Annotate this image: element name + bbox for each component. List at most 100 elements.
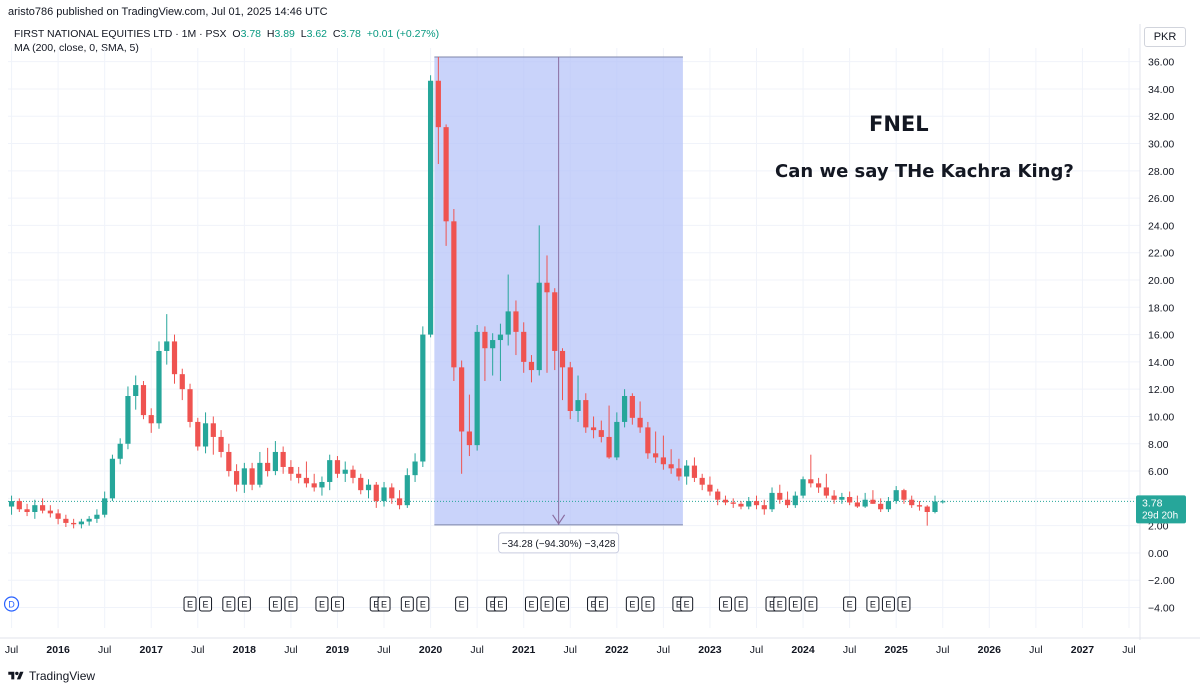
candle-body: [753, 501, 760, 506]
symbol-legend: FIRST NATIONAL EQUITIES LTD · 1M · PSX O…: [14, 27, 439, 55]
candle-body: [676, 468, 682, 477]
candle-body: [559, 350, 566, 368]
candle-body: [272, 451, 278, 472]
candle-body: [924, 506, 930, 512]
x-tick-label: 2023: [698, 644, 722, 656]
x-tick-label: Jul: [750, 644, 763, 656]
candle-body: [606, 436, 612, 458]
x-tick-label: Jul: [1122, 644, 1135, 656]
candle-body: [482, 331, 488, 349]
candle-body: [412, 461, 418, 476]
candle-body: [39, 505, 46, 511]
candle-body: [257, 462, 263, 485]
candle-body: [854, 502, 860, 507]
candle-body: [722, 499, 729, 503]
earnings-event-icon: [556, 596, 570, 612]
candle-body: [575, 400, 581, 412]
published-header: aristo786 published on TradingView.com, …: [0, 0, 1200, 24]
event-letter: E: [598, 600, 604, 610]
earnings-event-icon: [377, 596, 391, 612]
candle-body: [140, 385, 147, 416]
candle-body: [117, 443, 123, 459]
measure-label: −34.28 (−94.30%) −3,428: [502, 539, 616, 550]
earnings-event-icon: [718, 596, 732, 612]
candle-body: [8, 501, 15, 507]
open-label: O: [232, 28, 241, 40]
event-letter: E: [847, 600, 853, 610]
y-tick-label: 22.00: [1148, 248, 1174, 260]
candle-body: [831, 495, 837, 500]
candle-body: [358, 477, 364, 491]
y-tick-label: 24.00: [1148, 220, 1174, 232]
candle-body: [404, 475, 410, 506]
symbol-name[interactable]: FIRST NATIONAL EQUITIES LTD · 1M · PSX: [14, 28, 227, 40]
candle-body: [202, 423, 209, 447]
candle-body: [443, 127, 449, 222]
earnings-event-icon: [881, 596, 895, 612]
y-tick-label: 18.00: [1148, 302, 1174, 314]
candle-body: [730, 502, 736, 504]
earnings-event-icon: [734, 596, 748, 612]
x-tick-label: 2021: [512, 644, 536, 656]
price-tag-value: 3.78: [1142, 497, 1163, 509]
candle-body: [303, 477, 310, 484]
dividend-event-icon: [3, 596, 20, 612]
candle-body: [148, 415, 154, 424]
earnings-event-icon: [493, 596, 507, 612]
low-value: 3.62: [306, 28, 328, 40]
footer-brand-text: TradingView: [29, 669, 96, 683]
candle-body: [94, 514, 100, 519]
event-letter: E: [490, 600, 496, 610]
candle-body: [909, 499, 915, 506]
event-letter: E: [459, 600, 465, 610]
ma-indicator-label[interactable]: MA (200, close, 0, SMA, 5): [14, 42, 139, 54]
x-tick-label: Jul: [377, 644, 390, 656]
y-tick-label: 32.00: [1148, 111, 1174, 123]
earnings-event-icon: [594, 596, 608, 612]
x-tick-label: Jul: [564, 644, 577, 656]
event-letter: E: [777, 600, 783, 610]
candle-body: [342, 469, 348, 474]
candle-body: [668, 464, 674, 469]
x-tick-label: Jul: [284, 644, 297, 656]
candle-body: [777, 492, 783, 500]
event-letter: E: [187, 600, 193, 610]
event-letter: E: [272, 600, 278, 610]
candle-body: [878, 503, 884, 510]
candle-body: [102, 498, 108, 515]
candle-body: [179, 374, 185, 390]
x-tick-label: 2027: [1071, 644, 1095, 656]
candle-body: [226, 451, 232, 472]
y-tick-label: 2.00: [1148, 521, 1169, 533]
candle-body: [746, 501, 752, 507]
measure-label-box: [498, 532, 620, 554]
ticker-annotation: FNEL: [869, 112, 929, 136]
candle-body: [109, 458, 116, 499]
candle-body: [233, 471, 240, 485]
candle-body: [614, 421, 620, 458]
open-value: 3.78: [240, 28, 262, 40]
x-tick-label: 2017: [140, 644, 164, 656]
candle-body: [552, 292, 558, 351]
candle-body: [893, 490, 899, 502]
event-letter: E: [420, 600, 426, 610]
candle-body: [365, 484, 372, 491]
y-tick-label: 0.00: [1148, 548, 1169, 560]
x-tick-label: 2026: [978, 644, 1002, 656]
high-label: H: [266, 28, 275, 40]
candle-body: [16, 501, 22, 510]
y-tick-label: 16.00: [1148, 330, 1174, 342]
price-axis[interactable]: 36.00 34.00 32.00 30.00 28.00 26.00 24.00 22.00…: [1139, 24, 1175, 640]
x-tick-label: 2022: [605, 644, 629, 656]
time-axis[interactable]: Jul 2016 Jul 2017 Jul 2018 Jul 2019 Jul 2020 Jul 20…: [0, 637, 1200, 656]
earnings-event-icon: [268, 596, 282, 612]
candle-body: [474, 331, 480, 446]
event-letter: E: [226, 600, 232, 610]
earnings-event-icon: [843, 596, 857, 612]
candle-body: [265, 462, 271, 472]
candle-body: [870, 499, 876, 504]
currency-button[interactable]: PKR: [1144, 27, 1186, 47]
earnings-event-icon: [400, 596, 414, 612]
measure-range: [434, 56, 683, 526]
